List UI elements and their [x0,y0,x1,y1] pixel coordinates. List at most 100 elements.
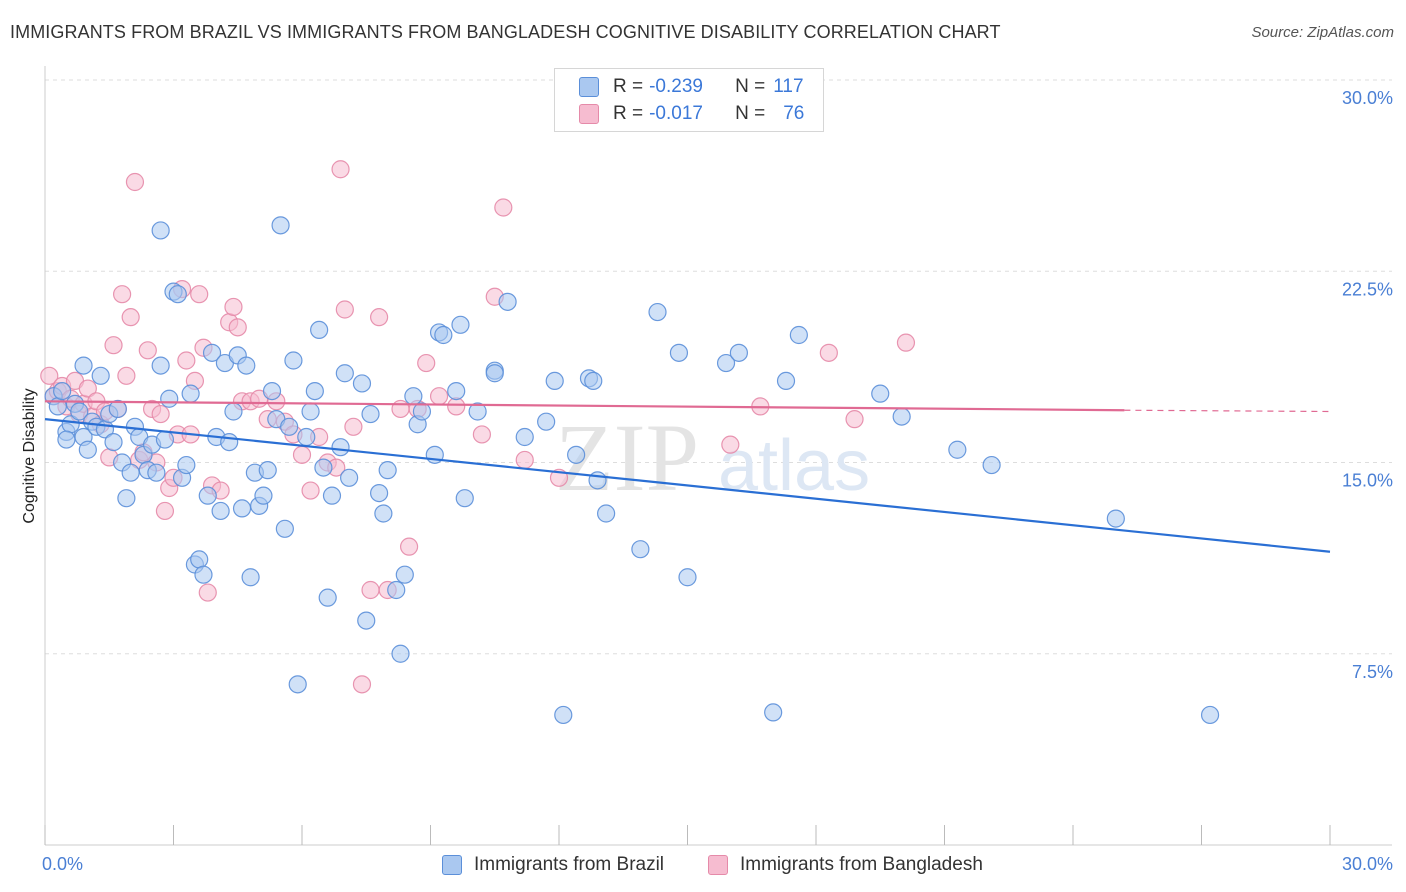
brazil-point [447,382,466,401]
brazil-point [53,382,72,401]
bangladesh-point [494,198,513,217]
bangladesh-swatch [708,855,728,875]
brazil-point [211,501,230,521]
brazil-point [515,427,534,447]
bangladesh-point [117,366,136,385]
bangladesh-point [344,417,363,436]
brazil-point [335,364,354,383]
brazil-point [948,440,967,459]
brazil-point [78,440,97,459]
brazil-point [387,580,406,600]
brazil-point [147,463,166,482]
bangladesh-point [155,501,175,521]
legend-n-label: N = [735,76,766,97]
bottom-legend-bangladesh: Immigrants from Bangladesh [708,852,983,878]
brazil-point [716,353,736,373]
brazil-swatch [579,77,599,97]
brazil-point [301,402,320,421]
brazil-point [177,455,196,475]
legend-r-value: -0.239 [649,76,703,97]
brazil-point [314,458,333,477]
bottom-legend-brazil: Immigrants from Brazil [442,852,664,878]
brazil-point [284,351,303,370]
bangladesh-trend-extension [1124,409,1331,413]
brazil-point [70,402,89,421]
brazil-point [567,445,586,464]
chart-title: IMMIGRANTS FROM BRAZIL VS IMMIGRANTS FRO… [10,22,1001,42]
source-label: Source: ZipAtlas.com [1251,24,1394,41]
brazil-point [374,504,393,523]
bangladesh-point [138,341,157,360]
brazil-point [391,644,410,663]
brazil-point [108,399,127,419]
bangladesh-point [125,172,145,192]
brazil-point [224,402,243,421]
brazil-point [121,463,140,482]
bangladesh-trend-line [44,400,1125,412]
brazil-point [262,382,282,401]
legend-row-brazil: R = -0.239 N = 117 [579,75,804,99]
trend-layer [44,400,1331,553]
labels-layer: 7.5% 15.0% 22.5% 30.0% 0.0% 30.0% [42,88,1393,874]
y-tick-label: 22.5% [1342,279,1393,299]
brazil-point [258,461,277,480]
legend-r-value: -0.017 [649,103,703,124]
legend-n-value: 117 [773,76,804,97]
bottom-legend-label: Immigrants from Brazil [474,854,665,875]
brazil-point [584,371,603,390]
bangladesh-point [472,425,491,444]
brazil-point [194,565,213,584]
bangladesh-point [370,308,389,327]
brazil-point [190,550,209,569]
bangladesh-point [819,343,838,362]
brazil-point [241,568,260,587]
bangladesh-point [224,297,243,317]
brazil-point [352,374,372,393]
brazil-point [588,471,607,490]
brazil-point [729,343,749,362]
bangladesh-point [515,450,534,470]
brazil-point [331,438,350,457]
brazil-point [678,568,697,587]
brazil-point [74,356,93,375]
brazil-point [455,489,474,508]
axes-layer [44,66,1392,846]
brazil-point [669,343,689,362]
brazil-point [151,221,170,240]
brazil-point [220,433,239,452]
bangladesh-point [112,285,132,304]
brazil-point [395,565,414,584]
brazil-point [104,433,123,452]
bangladesh-point [721,435,740,454]
bangladesh-point [896,333,916,352]
bangladesh-point [331,160,350,179]
bangladesh-point [177,351,196,370]
bangladesh-point [190,285,209,304]
brazil-point [340,468,359,487]
brazil-point [892,407,911,426]
legend-r-label: R = [613,76,644,97]
brazil-point [789,325,808,345]
brazil-point [305,382,324,401]
brazil-point [254,486,273,505]
bangladesh-point [391,399,410,419]
x-tick-label: 30.0% [1342,854,1393,874]
brazil-point [155,430,175,449]
brazil-point [982,455,1001,475]
x-tick-label: 0.0% [42,854,83,874]
bangladesh-point [198,583,217,602]
watermark-atlas: atlas [718,426,870,506]
brazil-points [44,216,1220,725]
bangladesh-point [78,379,97,398]
brazil-point [322,486,342,505]
brazil-point [545,371,564,390]
brazil-point [275,519,294,538]
bottom-legend-label: Immigrants from Bangladesh [740,854,983,875]
bangladesh-point [447,397,466,416]
brazil-point [202,343,222,362]
brazil-point [57,430,76,449]
brazil-point [271,216,290,235]
watermark: ZIP atlas [555,404,870,511]
brazil-point [776,371,796,390]
legend-row-bangladesh: R = -0.017 N = 76 [579,102,804,126]
